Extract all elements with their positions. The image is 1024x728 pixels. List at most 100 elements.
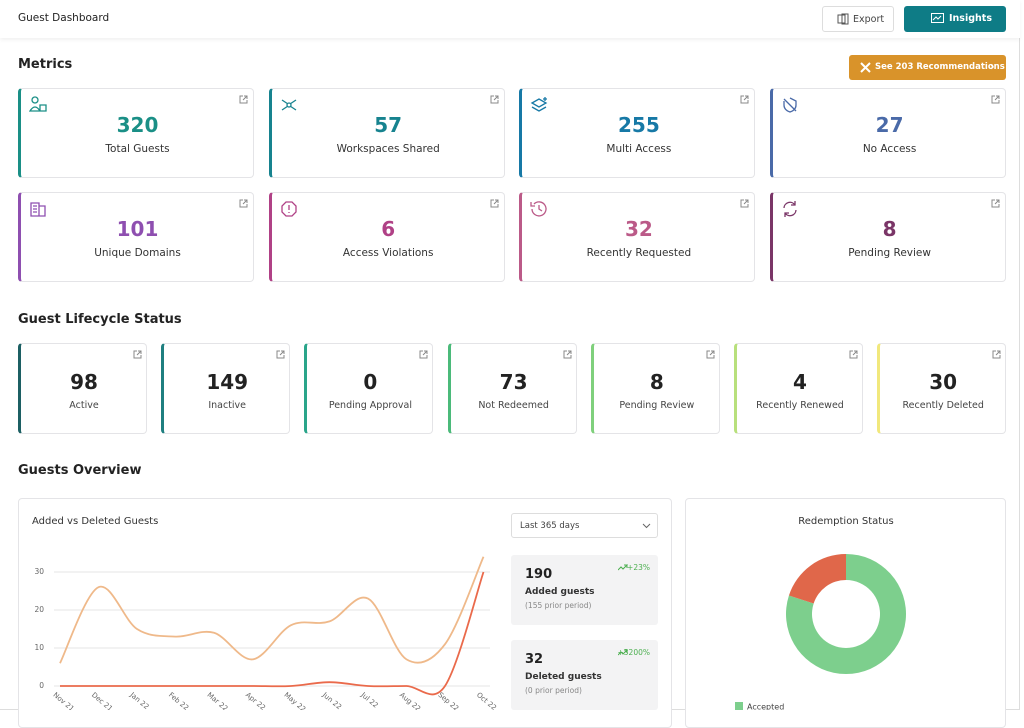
icon-stroke: [992, 350, 1001, 359]
x-tick-label: Oct 22: [475, 691, 498, 710]
donut-slice: [788, 554, 846, 604]
lifecycle-label: Recently Renewed: [756, 400, 844, 411]
x-tick-label: Sep 22: [436, 691, 460, 710]
stat-box: 32 Deleted guests (0 prior period) +3200%: [511, 640, 658, 710]
icon-stroke: [29, 96, 47, 112]
y-tick-label: 20: [34, 605, 44, 614]
lifecycle-value: 73: [499, 370, 528, 394]
icon-stroke: [419, 350, 428, 359]
lifecycle-title: Guest Lifecycle Status: [18, 312, 182, 327]
metric-icon: [783, 201, 797, 217]
y-tick-label: 30: [34, 567, 44, 576]
icon-stroke: [30, 202, 46, 217]
insights-icon: [931, 13, 944, 23]
icon-stroke: [276, 350, 285, 359]
metric-label: Unique Domains: [94, 247, 181, 259]
trend-icon: [618, 564, 628, 571]
metric-value: 101: [116, 217, 159, 241]
chart-title: Added vs Deleted Guests: [32, 516, 158, 527]
icon-stroke: [740, 199, 749, 208]
lifecycle-label: Active: [69, 400, 99, 411]
metric-card: 101 Unique Domains: [18, 192, 254, 282]
icon-stroke: [991, 199, 1000, 208]
header: Guest Dashboard Export Insights: [0, 0, 1020, 38]
metric-value: 57: [374, 113, 403, 137]
metric-label: Recently Requested: [586, 247, 692, 259]
icon-stroke: [281, 201, 297, 217]
lifecycle-label: Recently Deleted: [902, 400, 984, 411]
metric-card: 27 No Access: [770, 88, 1007, 178]
donut-panel: [685, 498, 1006, 728]
open-link-icon: [992, 350, 1001, 359]
icon-stroke: [490, 95, 499, 104]
trend-icon: [618, 649, 628, 656]
metric-card: 6 Access Violations: [268, 192, 505, 282]
stat-value: 32: [525, 652, 544, 667]
recommendations-label: See 203 Recommendations: [875, 62, 1005, 72]
legend-swatch: [735, 702, 743, 710]
open-link-icon: [276, 350, 285, 359]
x-tick-label: May 22: [282, 691, 307, 710]
icon-stroke: [490, 199, 499, 208]
chevron: ›: [990, 60, 995, 73]
lifecycle-label: Pending Review: [619, 400, 695, 411]
range-dropdown[interactable]: Last 365 days: [511, 513, 658, 538]
donut-slice: [786, 554, 906, 674]
metric-value: 27: [875, 113, 904, 137]
insights-button[interactable]: Insights: [904, 6, 1006, 32]
chart-title: Redemption Status: [798, 516, 893, 527]
metric-card: 255 Multi Access: [519, 88, 756, 178]
stat-value: 190: [525, 567, 553, 582]
x-tick-label: Jan 22: [128, 690, 151, 710]
y-tick-label: 10: [34, 643, 44, 652]
export-button[interactable]: Export: [822, 6, 894, 32]
open-link-icon: [991, 199, 1000, 208]
line-series: [60, 571, 485, 696]
lifecycle-value: 149: [206, 370, 249, 394]
donut-chart: Redemption Status Accepted: [735, 516, 906, 710]
open-link-icon: [239, 199, 248, 208]
stat-label: Deleted guests: [525, 672, 602, 682]
icon-stroke: [783, 97, 797, 113]
lifecycle-card: 8 Pending Review: [590, 343, 720, 434]
export-label: Export: [853, 14, 885, 25]
recommendations-button[interactable]: See 203 Recommendations ›: [849, 55, 1006, 80]
metric-label: Pending Review: [848, 247, 931, 259]
x-tick-label: Nov 21: [51, 691, 75, 710]
icon-stroke: [530, 201, 548, 217]
metric-icon: [30, 202, 46, 217]
dropdown-caret: [642, 523, 651, 529]
x-tick-label: Jun 22: [320, 690, 343, 710]
metric-value: 8: [882, 217, 897, 241]
range-label: Last 365 days: [520, 521, 580, 531]
metric-label: Total Guests: [105, 143, 170, 155]
icon-stroke: [991, 95, 1000, 104]
lifecycle-label: Not Redeemed: [478, 400, 549, 411]
metric-icon: [531, 97, 548, 112]
stat-change: +3200%: [617, 648, 651, 657]
metric-icon: [281, 99, 297, 111]
icon-stroke: [618, 564, 628, 571]
metric-icon: [783, 97, 797, 113]
overview-title: Guests Overview: [18, 463, 142, 478]
metric-value: 32: [624, 217, 653, 241]
open-link-icon: [490, 95, 499, 104]
lifecycle-value: 4: [793, 370, 807, 394]
icon-stroke: [239, 199, 248, 208]
metric-value: 320: [116, 113, 159, 137]
stat-box: 190 Added guests (155 prior period) +23%: [511, 555, 658, 625]
open-link-icon: [706, 350, 715, 359]
lifecycle-card: 4 Recently Renewed: [734, 343, 863, 434]
stat-prior: (155 prior period): [525, 601, 592, 610]
metric-value: 6: [381, 217, 396, 241]
metric-icon: [29, 96, 47, 112]
stat-change: +23%: [627, 563, 650, 572]
y-tick-label: 0: [39, 681, 44, 690]
lifecycle-card: 73 Not Redeemed: [447, 343, 577, 434]
open-link-icon: [419, 350, 428, 359]
lifecycle-card: 0 Pending Approval: [304, 343, 434, 434]
icon-stroke: [618, 649, 628, 656]
open-link-icon: [740, 199, 749, 208]
icon-stroke: [706, 350, 715, 359]
